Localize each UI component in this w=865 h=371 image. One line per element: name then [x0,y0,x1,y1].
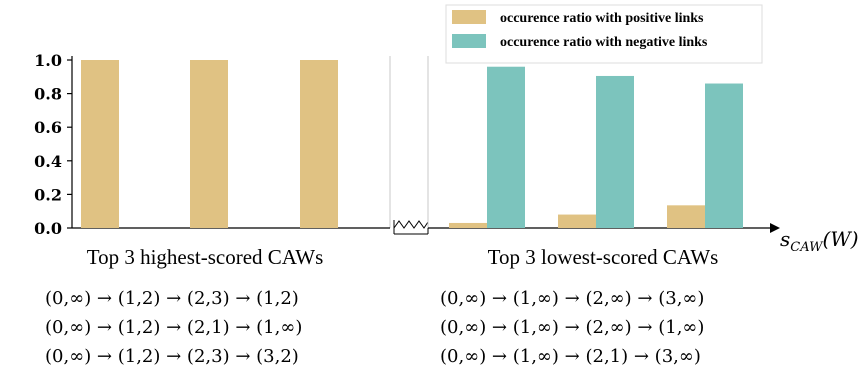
right-panel-label: Top 3 lowest-scored CAWs [488,245,719,269]
left-path-1: (0,∞) → (1,2) → (2,3) → (1,2) [45,288,299,309]
right-bars [449,66,743,229]
axis-break [393,220,429,235]
x-axis-label-sub: CAW [790,240,824,255]
left-bars [81,60,338,228]
right-panel: sCAW(W) [427,56,859,255]
break-zigzag [393,220,429,229]
right-path-2: (0,∞) → (1,∞) → (2,∞) → (1,∞) [440,317,704,338]
y-tick-label: 0.6 [34,118,62,137]
x-axis-arrow [770,223,780,233]
bar-left-positive-2 [190,60,228,228]
bar-left-positive-1 [81,60,119,228]
bar-right-positive-1 [449,222,487,228]
legend-label-negative: occurence ratio with negative links [500,35,708,50]
bar-right-negative-2 [596,75,634,229]
left-panel-label: Top 3 highest-scored CAWs [87,245,324,269]
bar-right-negative-3 [705,83,743,229]
svg-text:sCAW(W): sCAW(W) [780,227,859,255]
x-axis-label-arg: (W) [822,227,858,251]
legend-box [445,4,763,64]
y-tick-label: 0.2 [34,185,62,204]
y-tick-label: 1.0 [34,51,62,70]
left-path-3: (0,∞) → (1,2) → (2,3) → (3,2) [45,346,299,367]
x-axis-label-main: s [780,227,790,251]
y-tick-label: 0.0 [34,219,62,238]
bar-right-negative-1 [487,66,525,228]
legend-swatch-positive [452,10,486,24]
right-path-1: (0,∞) → (1,∞) → (2,∞) → (3,∞) [440,288,704,309]
bar-right-positive-3 [667,205,705,228]
legend-swatch-negative [452,34,486,48]
bar-right-positive-2 [558,214,596,228]
bar-left-positive-3 [300,60,338,228]
left-path-2: (0,∞) → (1,2) → (2,1) → (1,∞) [45,317,302,338]
legend-label-positive: occurence ratio with positive links [500,11,704,26]
legend: occurence ratio with positive links occu… [445,4,763,64]
y-tick-label: 0.4 [34,152,62,171]
y-tick-label: 0.8 [34,85,62,104]
right-path-3: (0,∞) → (1,∞) → (2,1) → (3,∞) [440,346,701,367]
y-ticks: 0.0 0.2 0.4 0.6 0.8 1.0 [34,51,72,238]
left-panel: 0.0 0.2 0.4 0.6 0.8 1.0 [34,51,391,238]
